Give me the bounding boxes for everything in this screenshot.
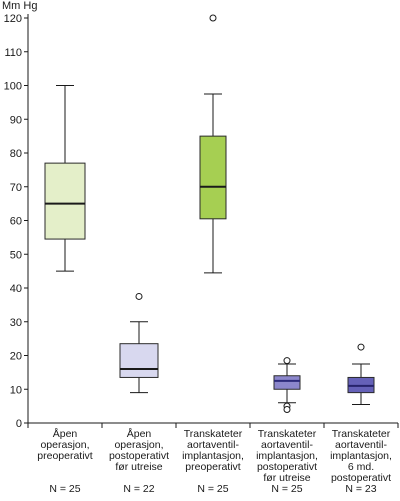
x-category-label: aortaventil- — [187, 439, 239, 451]
x-category-label: Åpen — [127, 427, 152, 440]
x-category-label: preoperativt — [37, 450, 93, 462]
y-tick-label: 0 — [16, 418, 22, 430]
x-category-label: postoperativt — [331, 472, 391, 484]
box-group — [347, 343, 375, 405]
outlier-point — [209, 14, 217, 22]
n-label: N = 22 — [123, 483, 154, 495]
x-category-label: før utreise — [115, 461, 162, 473]
x-category-label: operasjon, — [40, 439, 89, 451]
y-tick-label: 60 — [10, 216, 22, 228]
x-category-label: aortaventil- — [335, 439, 387, 451]
y-tick-label: 80 — [10, 148, 22, 160]
y-tick-label: 100 — [4, 81, 22, 93]
y-tick-label: 50 — [10, 249, 22, 261]
x-category-label: operasjon, — [114, 439, 163, 451]
y-tick-label: 30 — [10, 317, 22, 329]
x-category-label: 6 md. — [348, 461, 374, 473]
outlier-point — [357, 343, 365, 351]
x-category-label: Transkateter — [258, 428, 317, 440]
n-label: N = 25 — [49, 483, 80, 495]
x-category-label: aortaventil- — [261, 439, 313, 451]
y-tick-label: 70 — [10, 182, 22, 194]
outlier-point — [283, 357, 291, 365]
y-tick-label: 110 — [4, 47, 22, 59]
n-label: N = 23 — [345, 483, 376, 495]
x-category-label: implantasjon, — [182, 450, 244, 462]
y-tick-label: 90 — [10, 114, 22, 126]
x-category-label: postoperativt — [257, 461, 317, 473]
n-label: N = 25 — [197, 483, 228, 495]
x-category-label: før utreise — [263, 472, 310, 484]
box-iqr — [44, 162, 86, 240]
y-tick-label: 20 — [10, 351, 22, 363]
x-category-label: Åpen — [53, 427, 78, 440]
y-tick-label: 10 — [10, 384, 22, 396]
x-category-label: implantasjon, — [330, 450, 392, 462]
y-tick-label: 40 — [10, 283, 22, 295]
box-iqr — [119, 343, 159, 378]
x-category-label: Transkateter — [332, 428, 391, 440]
x-category-label: Transkateter — [184, 428, 243, 440]
box-group — [199, 14, 227, 274]
box-iqr — [273, 375, 301, 390]
outlier-point — [283, 406, 291, 413]
x-category-label: postoperativt — [109, 450, 169, 462]
box-group — [119, 292, 159, 394]
y-axis-label: Mm Hg — [2, 0, 37, 12]
n-label: N = 25 — [271, 483, 302, 495]
x-category-label: preoperativt — [185, 461, 241, 473]
box-group — [273, 357, 301, 413]
x-category-label: implantasjon, — [256, 450, 318, 462]
outlier-point — [135, 292, 143, 300]
box-group — [44, 85, 86, 272]
box-iqr — [199, 135, 227, 220]
y-tick-label: 120 — [4, 13, 22, 25]
